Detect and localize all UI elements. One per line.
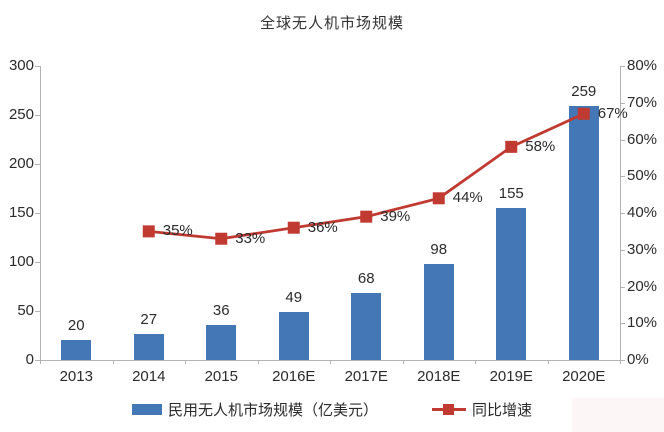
right-axis-tick-label: 80%: [627, 57, 658, 74]
x-axis-category-label: 2013: [59, 368, 93, 385]
right-axis-tick-mark: [620, 249, 625, 251]
line-value-label: 67%: [597, 104, 628, 122]
line-point-marker: [505, 140, 518, 153]
right-axis-tick-label: 50%: [627, 167, 658, 185]
line-value-label: 39%: [380, 207, 411, 225]
line-point-marker: [432, 192, 445, 205]
left-axis-tick-mark: [35, 262, 40, 263]
legend-item-line-series: 同比增速: [432, 399, 532, 420]
right-axis-tick-mark: [620, 323, 625, 325]
line-value-label: 35%: [162, 222, 193, 240]
left-axis-tick-label: 50: [17, 302, 34, 319]
x-axis-category-label: 2020E: [562, 368, 606, 385]
legend: 民用无人机市场规模（亿美元） 同比增速: [0, 399, 664, 420]
bar-value-label: 98: [430, 240, 448, 258]
y-axis-left-line: [40, 66, 41, 360]
right-axis-tick-mark: [620, 286, 625, 288]
line-point-marker: [360, 210, 373, 223]
left-axis-tick-mark: [35, 213, 40, 214]
bar-value-label: 49: [285, 288, 303, 306]
bar-2013: [61, 340, 92, 360]
bar-2018E: [423, 263, 454, 360]
line-value-label: 44%: [452, 189, 483, 207]
bar-value-label: 27: [140, 310, 158, 328]
right-axis-tick-mark: [620, 139, 625, 141]
bar-2017E: [351, 293, 382, 360]
x-axis-tick-mark: [402, 360, 404, 364]
bar-2015: [206, 324, 237, 360]
x-axis-tick-mark: [620, 360, 621, 364]
bar-value-label: 68: [357, 270, 375, 288]
line-value-label: 33%: [235, 229, 266, 247]
left-axis-tick-label: 250: [8, 106, 34, 123]
bar-2019E: [496, 208, 527, 360]
x-axis-tick-mark: [547, 360, 549, 364]
left-axis-tick-mark: [35, 360, 40, 361]
left-axis-tick-mark: [35, 311, 40, 312]
bar-value-label: 155: [498, 185, 524, 203]
x-axis-category-label: 2017E: [344, 368, 388, 385]
line-value-label: 36%: [307, 218, 338, 236]
x-axis-tick-mark: [475, 360, 476, 364]
chart-title: 全球无人机市场规模: [259, 15, 404, 32]
right-axis-tick-label: 40%: [627, 204, 658, 221]
legend-item-bar-series: 民用无人机市场规模（亿美元）: [131, 399, 378, 420]
bar-value-label: 20: [67, 317, 85, 335]
watermark-smudge: [572, 398, 664, 432]
bar-2020E: [568, 106, 599, 360]
x-axis-tick-mark: [257, 360, 259, 364]
right-axis-tick-label: 30%: [627, 240, 658, 258]
x-axis-category-label: 2016E: [272, 368, 316, 385]
right-axis-tick-label: 10%: [627, 314, 658, 332]
x-axis-tick-mark: [330, 360, 331, 364]
line-series-swatch-icon: [432, 403, 466, 416]
bar-value-label: 259: [571, 83, 597, 101]
bar-series-label: 民用无人机市场规模（亿美元）: [167, 402, 378, 419]
right-axis-tick-mark: [620, 213, 625, 214]
right-axis-tick-label: 0%: [627, 351, 649, 368]
bar-value-label: 36: [212, 301, 230, 319]
line-swatch-square-marker: [443, 404, 454, 415]
x-axis-category-label: 2019E: [489, 368, 533, 385]
right-axis-tick-label: 60%: [627, 130, 658, 148]
left-axis-tick-label: 150: [8, 204, 34, 221]
left-axis-tick-mark: [35, 115, 40, 116]
line-point-marker: [142, 225, 155, 238]
line-point-marker: [215, 232, 228, 245]
bar-2016E: [278, 311, 309, 360]
left-axis-tick-label: 0: [25, 351, 34, 368]
x-axis-tick-mark: [185, 360, 186, 364]
right-axis-tick-mark: [620, 360, 625, 361]
x-axis-category-label: 2018E: [417, 368, 461, 385]
bar-2014: [133, 333, 164, 360]
left-axis-tick-mark: [35, 66, 40, 67]
x-axis-tick-mark: [112, 360, 114, 364]
right-axis-tick-label: 70%: [627, 93, 658, 111]
bar-series-swatch-icon: [131, 404, 162, 415]
right-axis-tick-label: 20%: [627, 277, 658, 295]
x-axis-tick-mark: [40, 360, 41, 364]
left-axis-tick-label: 100: [8, 253, 34, 270]
right-axis-tick-mark: [620, 102, 625, 104]
x-axis-category-label: 2014: [132, 368, 166, 385]
left-axis-tick-label: 300: [8, 57, 34, 74]
line-value-label: 58%: [525, 137, 556, 155]
line-series-label: 同比增速: [472, 402, 533, 419]
right-axis-tick-mark: [620, 176, 625, 178]
right-axis-tick-mark: [620, 66, 625, 67]
left-axis-tick-label: 200: [8, 155, 34, 172]
x-axis-category-label: 2015: [204, 368, 238, 385]
left-axis-tick-mark: [35, 164, 40, 165]
line-point-marker: [287, 221, 300, 234]
